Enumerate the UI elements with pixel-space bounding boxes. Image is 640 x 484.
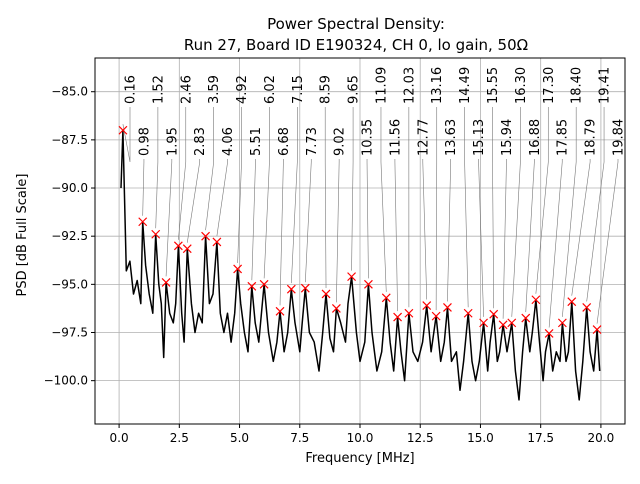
peak-label: 19.41 <box>598 67 613 104</box>
peak-label: 9.65 <box>347 75 362 104</box>
x-tick-label: 0.0 <box>110 431 129 445</box>
peak-leader-line <box>325 107 326 288</box>
peak-label: 18.40 <box>570 67 585 104</box>
peak-label: 11.09 <box>374 67 389 104</box>
chart-subtitle: Run 27, Board ID E190324, CH 0, lo gain,… <box>184 36 528 54</box>
peak-leader-line <box>423 159 427 300</box>
x-tick-label: 17.5 <box>527 431 554 445</box>
peak-label: 13.63 <box>444 119 459 156</box>
peak-leader-line <box>352 107 354 271</box>
peak-leader-line <box>381 107 386 292</box>
x-axis-label: Frequency [MHz] <box>305 451 414 466</box>
peak-label: 18.79 <box>584 119 599 156</box>
peak-label: 10.35 <box>361 119 376 156</box>
peak-leader-line <box>217 159 228 236</box>
peak-leader-line <box>597 159 618 324</box>
peak-label: 8.59 <box>319 75 334 104</box>
peak-label: 19.84 <box>612 119 627 156</box>
peak-leader-line <box>252 159 256 280</box>
x-tick-label: 20.0 <box>588 431 615 445</box>
peak-leader-line <box>436 107 437 310</box>
peak-leader-line <box>465 107 469 307</box>
peak-label: 11.56 <box>388 119 403 156</box>
peak-leader-line <box>479 159 484 317</box>
peak-label: 9.02 <box>333 127 348 156</box>
peak-leader-line <box>264 107 269 278</box>
chart-title: Power Spectral Density: <box>267 15 445 33</box>
peak-leader-line <box>187 159 199 243</box>
peak-label: 15.13 <box>472 119 487 156</box>
peak-label: 12.77 <box>416 119 431 156</box>
y-tick-label: −97.5 <box>51 326 88 340</box>
peak-label: 16.88 <box>528 119 543 156</box>
peak-leader-line <box>291 107 297 283</box>
peak-label: 2.46 <box>179 75 194 104</box>
x-tick-label: 12.5 <box>407 431 434 445</box>
peak-label: 7.73 <box>305 127 320 156</box>
peak-label: 4.06 <box>221 127 236 156</box>
peak-label: 3.59 <box>207 75 222 104</box>
x-tick-label: 7.5 <box>290 431 309 445</box>
peak-leader-line <box>280 159 283 305</box>
peak-leader-line <box>156 107 158 228</box>
peak-leader-line <box>336 159 339 302</box>
y-tick-label: −92.5 <box>51 229 88 243</box>
y-tick-label: −90.0 <box>51 181 88 195</box>
peak-leader-line <box>143 159 144 216</box>
peak-leader-line <box>503 159 506 319</box>
peak-label: 15.55 <box>486 67 501 104</box>
y-tick-label: −100.0 <box>44 374 88 388</box>
y-tick-label: −85.0 <box>51 85 88 99</box>
peak-leader-line <box>395 159 398 311</box>
peak-leader-line <box>367 159 368 278</box>
peak-label: 16.30 <box>514 67 529 104</box>
y-tick-label: −87.5 <box>51 133 88 147</box>
peak-label: 1.52 <box>151 75 166 104</box>
peak-label: 6.68 <box>277 127 292 156</box>
peak-leader-line <box>526 159 535 312</box>
peak-leader-line <box>305 159 311 282</box>
peak-label: 0.16 <box>124 75 139 104</box>
y-tick-label: −95.0 <box>51 277 88 291</box>
peak-label: 17.85 <box>556 119 571 156</box>
peak-label: 12.03 <box>402 67 417 104</box>
peak-leader-line <box>549 159 562 327</box>
peak-label: 1.95 <box>165 127 180 156</box>
peak-label: 0.98 <box>137 127 152 156</box>
peak-label: 17.30 <box>542 67 557 104</box>
y-axis-label: PSD [dB Full Scale] <box>15 173 30 296</box>
peak-label: 15.94 <box>500 119 515 156</box>
peak-leader-line <box>447 159 450 301</box>
peak-leader-line <box>166 159 172 276</box>
peak-label: 5.51 <box>249 127 264 156</box>
peak-leader-line <box>493 107 494 308</box>
peak-label: 4.92 <box>235 75 250 104</box>
peak-label: 2.83 <box>193 127 208 156</box>
peak-label: 7.15 <box>291 75 306 104</box>
x-tick-label: 15.0 <box>467 431 494 445</box>
peak-leader-line <box>206 107 214 230</box>
peak-label: 6.02 <box>263 75 278 104</box>
x-tick-label: 5.0 <box>230 431 249 445</box>
x-tick-label: 10.0 <box>347 431 374 445</box>
peak-label: 13.16 <box>430 67 445 104</box>
peak-label: 14.49 <box>458 67 473 104</box>
x-tick-label: 2.5 <box>170 431 189 445</box>
